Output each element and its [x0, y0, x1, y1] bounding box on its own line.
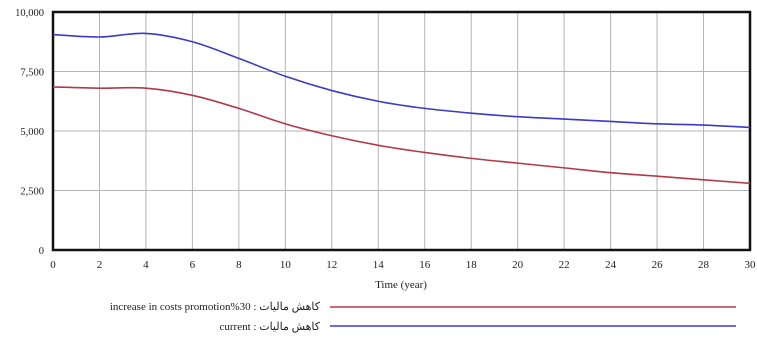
- x-tick-label: 14: [373, 259, 385, 271]
- x-tick-label: 26: [652, 259, 664, 271]
- x-tick-label: 2: [97, 259, 103, 271]
- y-tick-label: 7,500: [20, 68, 44, 79]
- series-lines: [52, 32, 751, 185]
- x-tick-label: 28: [698, 259, 710, 271]
- legend-label-current: کاهش مالیات : current: [220, 321, 321, 333]
- grid-lines: [53, 12, 750, 250]
- y-axis-ticks: 0 2,500 5,000 7,500 10,000: [15, 8, 44, 257]
- x-tick-label: 12: [326, 259, 337, 271]
- x-axis-ticks: 0 2 4 6 8 10 12 14 16 18 20 22 24 26 28 30: [50, 259, 756, 271]
- x-tick-label: 4: [143, 259, 149, 271]
- y-tick-label: 0: [39, 246, 44, 257]
- legend-label-promotion: کاهش مالیات : 30%increase in costs promo…: [110, 301, 321, 313]
- y-tick-label: 10,000: [15, 8, 44, 19]
- x-tick-label: 16: [419, 259, 431, 271]
- y-tick-label: 5,000: [20, 127, 44, 138]
- x-tick-label: 20: [512, 259, 524, 271]
- x-tick-label: 18: [466, 259, 478, 271]
- x-axis-label: Time (year): [375, 279, 427, 291]
- x-tick-label: 0: [50, 259, 56, 271]
- x-tick-label: 10: [280, 259, 292, 271]
- x-tick-label: 30: [745, 259, 757, 271]
- x-tick-label: 22: [559, 259, 570, 271]
- x-tick-label: 6: [190, 259, 196, 271]
- series-line-promotion: [52, 86, 751, 185]
- legend: کاهش مالیات : 30%increase in costs promo…: [110, 301, 736, 333]
- y-tick-label: 2,500: [20, 187, 44, 198]
- x-tick-label: 8: [236, 259, 242, 271]
- series-line-current: [52, 32, 751, 129]
- plot-frame: [51, 10, 752, 252]
- x-tick-label: 24: [605, 259, 617, 271]
